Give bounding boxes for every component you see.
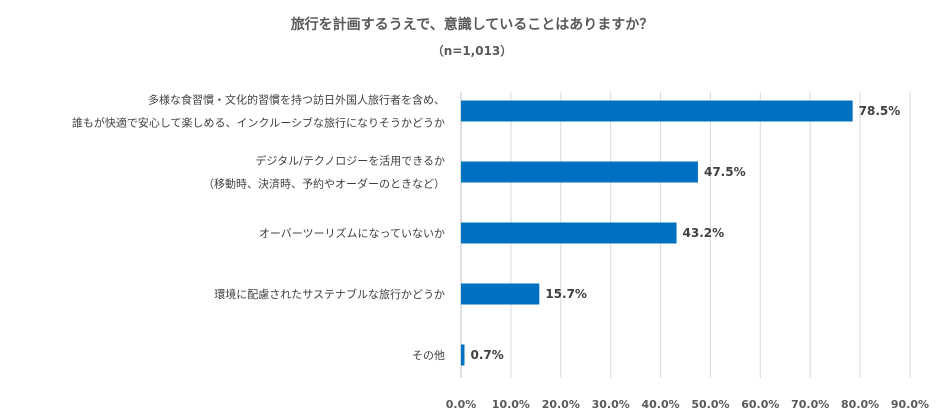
chart-title: 旅行を計画するうえで、意識していることはありますか？ xyxy=(291,16,654,33)
x-tick-label: 80.0% xyxy=(841,398,879,411)
x-tick-label: 0.0% xyxy=(446,398,477,411)
x-axis-tick-layer: 0.0% 10.0% 20.0% 30.0% 40.0% 50.0% 60.0% 70.0% 8… xyxy=(446,398,929,411)
category-label-line: その他 xyxy=(412,349,445,362)
bar xyxy=(461,223,677,244)
value-label: 0.7% xyxy=(470,348,503,362)
x-tick-label: 70.0% xyxy=(791,398,829,411)
x-tick-label: 60.0% xyxy=(741,398,779,411)
chart-subtitle: （n=1,013） xyxy=(432,43,513,58)
category-label: 多様な食習慣・文化的習慣を持つ訪日外国人旅行者を含め、誰もが快適で安心して楽しめ… xyxy=(72,93,445,130)
category-label-line: （移動時、決済時、予約やオーダーのときなど） xyxy=(203,177,445,191)
category-label-line: 誰もが快適で安心して楽しめる、インクルーシブな旅行になりそうかどうか xyxy=(72,116,445,130)
category-label-line: 多様な食習慣・文化的習慣を持つ訪日外国人旅行者を含め、 xyxy=(148,93,445,107)
category-label: 環境に配慮されたサステナブルな旅行かどうか xyxy=(214,287,445,301)
bar xyxy=(461,101,853,122)
x-tick-label: 40.0% xyxy=(641,398,679,411)
bar-layer xyxy=(461,101,853,366)
x-tick-label: 30.0% xyxy=(592,398,630,411)
bar xyxy=(461,284,539,305)
x-tick-label: 10.0% xyxy=(492,398,530,411)
x-tick-label: 50.0% xyxy=(691,398,729,411)
value-label: 47.5% xyxy=(704,165,746,179)
category-label: オーバーツーリズムになっていないか xyxy=(259,226,445,240)
category-label-line: デジタル/テクノロジーを活用できるか xyxy=(255,154,445,168)
x-tick-label: 20.0% xyxy=(542,398,580,411)
category-label-line: オーバーツーリズムになっていないか xyxy=(259,226,445,240)
x-tick-label: 90.0% xyxy=(891,398,929,411)
category-label: デジタル/テクノロジーを活用できるか （移動時、決済時、予約やオーダーのときなど） xyxy=(203,154,445,191)
bar xyxy=(461,345,464,366)
category-label-layer: 多様な食習慣・文化的習慣を持つ訪日外国人旅行者を含め、誰もが快適で安心して楽しめ… xyxy=(72,93,445,363)
value-label: 15.7% xyxy=(545,287,587,301)
category-label-line: 環境に配慮されたサステナブルな旅行かどうか xyxy=(214,287,445,301)
value-label: 43.2% xyxy=(683,226,725,240)
category-label: その他 xyxy=(412,349,445,362)
bar xyxy=(461,162,698,183)
value-label: 78.5% xyxy=(859,104,901,118)
